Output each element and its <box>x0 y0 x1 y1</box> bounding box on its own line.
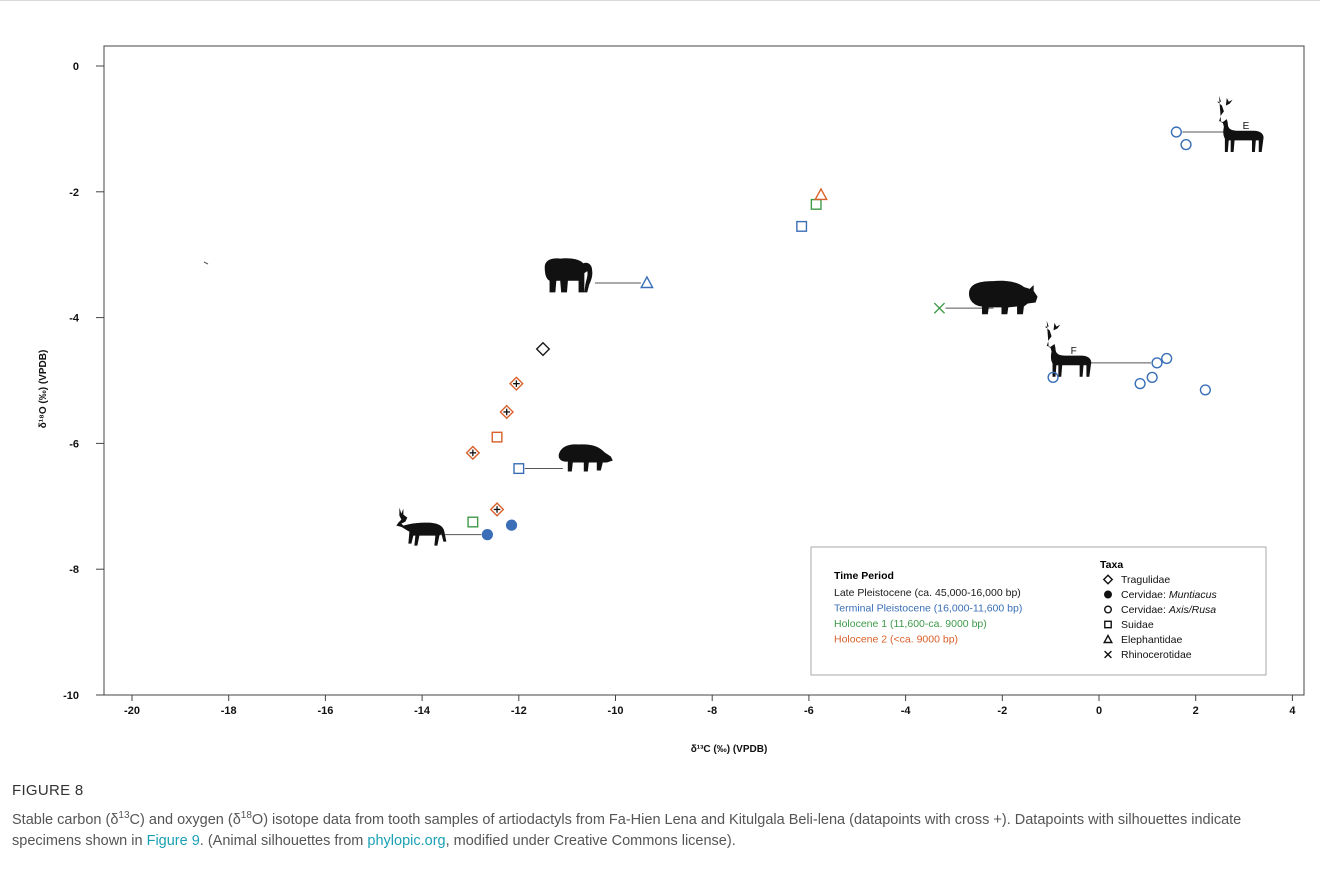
caption-text: C) and oxygen (δ <box>129 811 241 828</box>
deer-F-silhouette <box>1044 320 1092 377</box>
legend-symbol-filled-circle <box>1104 590 1112 599</box>
data-point-circle <box>1161 352 1173 365</box>
data-point-triangle <box>640 275 654 289</box>
x-axis-title: δ¹³C (‰) (VPDB) <box>691 744 768 755</box>
data-point-circle <box>1170 126 1182 138</box>
legend-box <box>810 546 1267 676</box>
axis-ticks: -20 -18 -16 -14 -12 -10 -8 -6 -4 -2 0 2 40-2-4-6-8-1… <box>63 61 1296 717</box>
data-point-circle <box>1199 384 1211 396</box>
x-tick-label: -4 <box>901 705 912 717</box>
isotope-scatter-chart: -20 -18 -16 -14 -12 -10 -8 -6 -4 -2 0 2 40-2-4-6-8-1… <box>38 45 1305 755</box>
legend-period-label: Terminal Pleistocene (16,000-11,600 bp) <box>834 603 1022 615</box>
caption-text: O) isotope data from tooth samples of ar… <box>12 811 1242 849</box>
data-point-circle <box>1180 139 1192 151</box>
elephant-silhouette <box>544 258 593 293</box>
caption-link[interactable]: phylopic.org <box>367 832 446 849</box>
data-point-circle <box>1134 378 1146 390</box>
caption-text: 13 <box>118 810 130 821</box>
legend-taxon-label: Suidae <box>1121 619 1154 631</box>
silhouette-label: E <box>1243 121 1250 132</box>
y-tick-label: -4 <box>69 313 80 325</box>
legend-period-label: Holocene 1 (11,600-ca. 9000 bp) <box>834 618 987 630</box>
caption-text: 18 <box>240 810 252 821</box>
data-point-diamond <box>489 502 505 517</box>
y-tick-label: 0 <box>73 61 79 73</box>
muntjac-silhouette <box>396 507 447 546</box>
legend-symbol-triangle <box>1103 634 1113 644</box>
legend-taxon-label: Rhinocerotidae <box>1121 649 1192 661</box>
data-point-circle <box>1146 371 1158 383</box>
x-tick-label: -6 <box>804 705 814 717</box>
caption-link[interactable]: Figure 9 <box>146 832 200 849</box>
x-tick-label: -2 <box>997 705 1007 717</box>
rhino-silhouette <box>968 280 1038 315</box>
legend-time-title: Time Period <box>834 570 894 582</box>
silhouette-leaders <box>437 131 1229 536</box>
x-tick-label: 4 <box>1289 705 1296 717</box>
y-axis-title: δ¹⁸O (‰) (VPDB) <box>38 350 49 429</box>
data-point-diamond <box>509 376 524 391</box>
legend-taxon-label: Elephantidae <box>1121 634 1182 646</box>
data-point-filled-circle <box>481 528 493 541</box>
legend-symbol-square <box>1104 620 1112 629</box>
legend-period-label: Late Pleistocene (ca. 45,000-16,000 bp) <box>834 587 1021 599</box>
data-point-square <box>467 516 479 528</box>
legend: Time Period Late Pleistocene (ca. 45,000… <box>810 546 1267 676</box>
x-tick-label: -16 <box>317 705 333 717</box>
x-tick-label: -14 <box>414 705 431 717</box>
y-tick-label: -8 <box>69 564 79 576</box>
figure-frame: -20 -18 -16 -14 -12 -10 -8 -6 -4 -2 0 2 4 0 -2 -4 -6 -8 -1… <box>0 0 1320 755</box>
x-tick-label: -12 <box>511 705 527 717</box>
x-tick-label: 2 <box>1193 705 1199 717</box>
legend-taxon-label: Cervidae: Muntiacus <box>1121 589 1217 601</box>
caption-text: Stable carbon (δ <box>12 811 119 828</box>
data-point-square <box>513 463 525 475</box>
legend-symbol-circle <box>1104 605 1112 614</box>
data-point-diamond <box>465 445 481 461</box>
silhouettes: EF <box>396 95 1264 546</box>
x-tick-label: -18 <box>221 705 237 717</box>
legend-taxon-label: Tragulidae <box>1121 574 1170 586</box>
x-tick-label: -20 <box>124 705 140 717</box>
data-point-circle <box>1151 357 1163 369</box>
caption-text: , modified under Creative Commons licens… <box>445 832 736 849</box>
legend-taxa-title: Taxa <box>1100 559 1123 571</box>
data-point-diamond <box>499 404 515 420</box>
caption-text: . (Animal silhouettes from <box>199 832 368 849</box>
data-point-filled-circle <box>505 519 518 531</box>
data-point-x <box>933 302 946 314</box>
stray-mark <box>203 261 209 265</box>
deer-E-silhouette <box>1217 95 1264 153</box>
data-point-square <box>810 198 822 210</box>
legend-taxon-label: Cervidae: Axis/Rusa <box>1121 604 1216 616</box>
figure-caption: Stable carbon (δ13C) and oxygen (δ18O) i… <box>12 805 1312 852</box>
x-tick-label: -10 <box>608 705 624 717</box>
legend-symbol-x <box>1104 650 1112 659</box>
x-tick-label: -8 <box>707 705 717 717</box>
y-tick-label: -2 <box>69 187 79 199</box>
figure-label: FIGURE 8 <box>12 782 84 799</box>
data-point-triangle <box>814 187 828 201</box>
legend-period-label: Holocene 2 (<ca. 9000 bp) <box>834 634 958 646</box>
data-point-diamond <box>535 341 551 357</box>
data-point-square <box>491 431 503 443</box>
silhouette-label: F <box>1071 346 1077 357</box>
y-tick-label: -10 <box>63 690 79 702</box>
data-point-circle <box>1047 371 1059 383</box>
figure-caption-block: FIGURE 8 Stable carbon (δ13C) and oxygen… <box>12 782 1312 852</box>
data-points <box>465 126 1211 541</box>
data-point-square <box>796 220 808 232</box>
x-tick-label: 0 <box>1096 705 1102 717</box>
boar-silhouette <box>558 444 613 472</box>
legend-symbol-diamond <box>1102 574 1114 585</box>
y-tick-label: -6 <box>69 438 79 450</box>
